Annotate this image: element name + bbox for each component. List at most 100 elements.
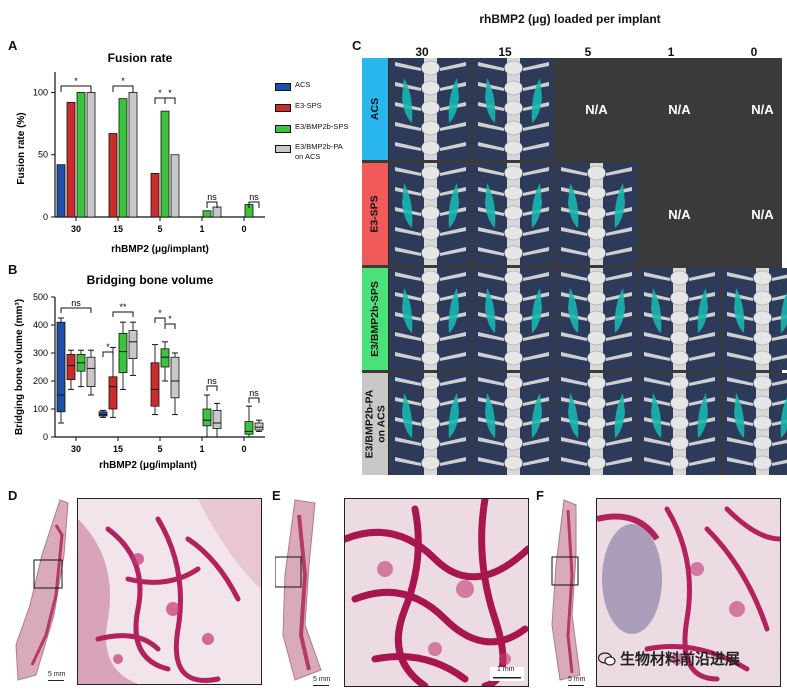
significance-label: ns: [249, 192, 259, 202]
spine-ct-image: [390, 373, 471, 475]
scale-bar: [568, 685, 584, 686]
box: [212, 409, 222, 429]
na-label: N/A: [751, 206, 774, 222]
y-tick-label: 50: [38, 150, 48, 160]
x-tick-label: 5: [157, 444, 162, 454]
box: [128, 330, 138, 359]
scale-bar: [313, 685, 329, 686]
x-tick-label: 30: [71, 224, 81, 234]
spine-ct-image: [473, 268, 554, 370]
box: [118, 333, 128, 374]
bar: [76, 92, 86, 218]
x-tick-label: 0: [241, 224, 246, 234]
column-header: 5: [584, 45, 592, 59]
legend-label: ACS: [295, 80, 311, 89]
significance-label: *: [74, 76, 78, 86]
significance-bracket: [154, 317, 166, 323]
histology-zoom-image: [596, 498, 781, 687]
significance-bracket: [248, 397, 260, 403]
spine-ct-image: [473, 373, 554, 475]
significance-label: *: [158, 308, 162, 318]
legend-swatch: [275, 125, 291, 133]
box: [108, 376, 118, 410]
bar: [108, 133, 118, 218]
box: [254, 422, 264, 431]
legend-label: E3/BMP2b-SPS: [295, 122, 349, 131]
bar: [150, 173, 160, 218]
na-cell: N/A: [639, 163, 720, 265]
y-tick-label: 200: [33, 376, 48, 386]
significance-label: *: [106, 342, 110, 352]
significance-label: **: [119, 302, 127, 312]
y-tick-label: 100: [33, 404, 48, 414]
spine-ct-image: [556, 163, 637, 265]
histology-overview-image: [551, 499, 581, 681]
scale-label-1mm: 1 mm: [497, 666, 515, 673]
panel-label-c: C: [352, 38, 362, 53]
x-tick-label: 15: [113, 224, 123, 234]
significance-label: ns: [207, 376, 217, 386]
y-axis-label: Bridging bone volume (mm³): [14, 299, 25, 435]
x-tick-label: 15: [113, 444, 123, 454]
na-cell: N/A: [722, 58, 787, 160]
box: [150, 362, 160, 407]
legend-swatch: [275, 104, 291, 112]
legend-swatch: [275, 83, 291, 91]
significance-bracket: [206, 385, 218, 391]
legend-swatch: [275, 145, 291, 153]
y-tick-label: 500: [33, 292, 48, 302]
box: [160, 348, 170, 368]
x-tick-label: 1: [199, 444, 204, 454]
column-header: 30: [415, 45, 429, 59]
histology-panel-d: 5 mm: [12, 495, 262, 695]
significance-bracket: [248, 201, 260, 208]
box: [66, 354, 76, 381]
x-tick-label: 5: [157, 224, 162, 234]
significance-bracket: [164, 323, 176, 329]
bar: [86, 92, 96, 218]
spine-ct-image: [556, 268, 637, 370]
y-axis-label: Fusion rate (%): [16, 112, 27, 184]
spine-ct-image: [390, 58, 471, 160]
y-tick-label: 400: [33, 320, 48, 330]
panel-c-title: rhBMP2 (μg) loaded per implant: [479, 12, 661, 26]
row-label-acs: ACS: [362, 58, 389, 160]
x-tick-label: 30: [71, 444, 81, 454]
panel-c-grid: ACS E3-SPS E3/BMP2b-SPS E3/BMP2b-PA on AC…: [362, 58, 787, 475]
na-cell: N/A: [639, 58, 720, 160]
histology-overview-image: [275, 499, 322, 681]
spine-ct-image: [556, 373, 637, 475]
spine-ct-image: [473, 163, 554, 265]
significance-label: *: [121, 76, 125, 86]
scale-label: 5 mm: [568, 676, 586, 683]
bar: [128, 92, 138, 218]
histology-panel-e: 5 mm 1 mm: [275, 495, 530, 695]
chart-title: Fusion rate: [108, 51, 173, 65]
spine-ct-image: [390, 268, 471, 370]
bar: [170, 154, 180, 218]
box: [244, 421, 254, 435]
x-axis-label: rhBMP2 (μg/implant): [111, 244, 209, 255]
significance-bracket: [60, 85, 92, 92]
y-tick-label: 300: [33, 348, 48, 358]
spine-ct-image: [722, 268, 787, 370]
legend-label: E3/BMP2b-PA: [295, 142, 343, 151]
spine-ct-image: [390, 163, 471, 265]
scale-label: 5 mm: [48, 671, 66, 678]
histology-overview-image: [15, 499, 69, 681]
significance-bracket: [112, 311, 134, 317]
na-label: N/A: [668, 101, 691, 117]
bar: [212, 206, 222, 218]
box: [56, 321, 66, 413]
spine-ct-image: [473, 58, 554, 160]
box: [170, 356, 180, 399]
wechat-icon: [598, 652, 616, 666]
spine-ct-image: [639, 373, 720, 475]
bar: [160, 110, 170, 218]
legend-label: E3-SPS: [295, 101, 322, 110]
bar: [118, 98, 128, 218]
x-tick-label: 0: [241, 444, 246, 454]
na-cell: N/A: [556, 58, 637, 160]
significance-bracket: [206, 201, 218, 208]
row-label-e3-bmp2b-pa: E3/BMP2b-PA on ACS: [362, 373, 389, 475]
